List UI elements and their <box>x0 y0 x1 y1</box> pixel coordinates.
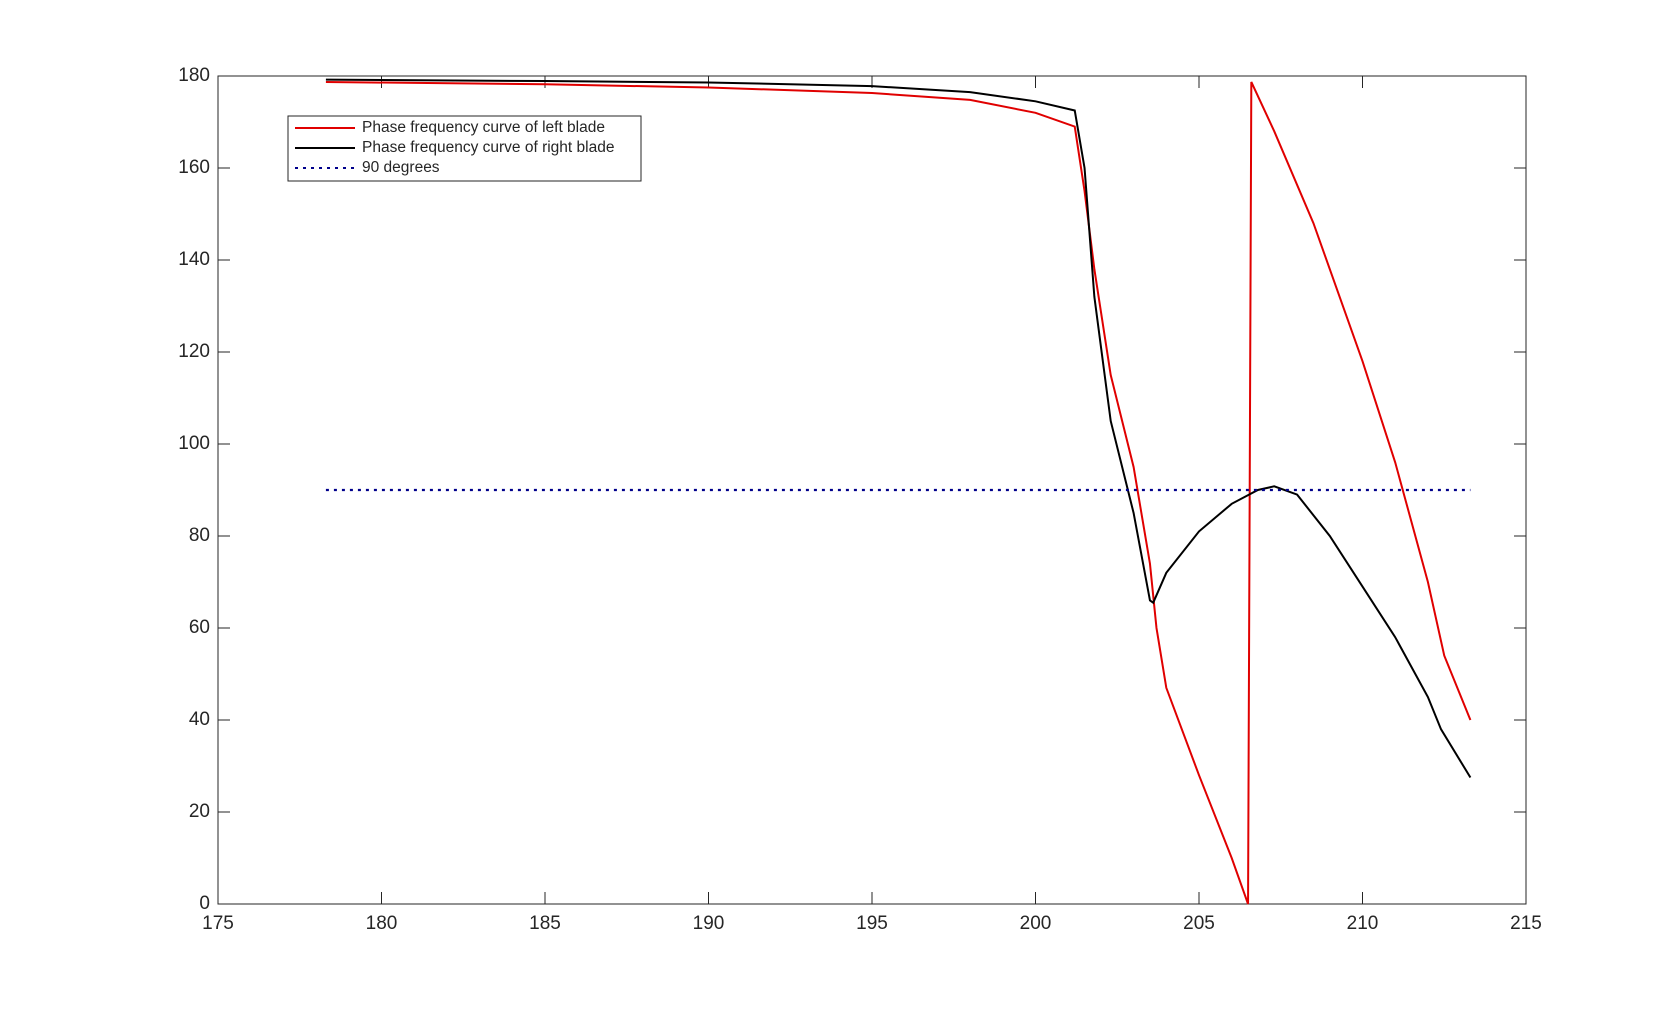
x-tick-label: 185 <box>529 913 561 934</box>
series-line <box>325 78 1472 779</box>
y-tick-label: 80 <box>189 525 210 546</box>
legend: Phase frequency curve of left blade Phase… <box>287 115 642 182</box>
x-tick-label: 190 <box>693 913 725 934</box>
y-tick-label: 180 <box>178 65 210 86</box>
y-tick-label: 100 <box>178 433 210 454</box>
x-tick-label: 200 <box>1020 913 1052 934</box>
series-line <box>325 80 1472 905</box>
y-tick-label: 0 <box>199 893 210 914</box>
y-tick-label: 120 <box>178 341 210 362</box>
x-tick-label: 215 <box>1510 913 1542 934</box>
x-tick-label: 205 <box>1183 913 1215 934</box>
x-tick-label: 195 <box>856 913 888 934</box>
x-tick-label: 210 <box>1347 913 1379 934</box>
y-tick-label: 20 <box>189 801 210 822</box>
y-tick-label: 160 <box>178 157 210 178</box>
legend-label: Phase frequency curve of right blade <box>362 139 614 156</box>
legend-label: 90 degrees <box>362 159 440 176</box>
y-tick-label: 60 <box>189 617 210 638</box>
legend-label: Phase frequency curve of left blade <box>362 119 605 136</box>
y-tick-label: 40 <box>189 709 210 730</box>
x-tick-label: 180 <box>366 913 398 934</box>
x-tick-label: 175 <box>202 913 234 934</box>
y-tick-label: 140 <box>178 249 210 270</box>
